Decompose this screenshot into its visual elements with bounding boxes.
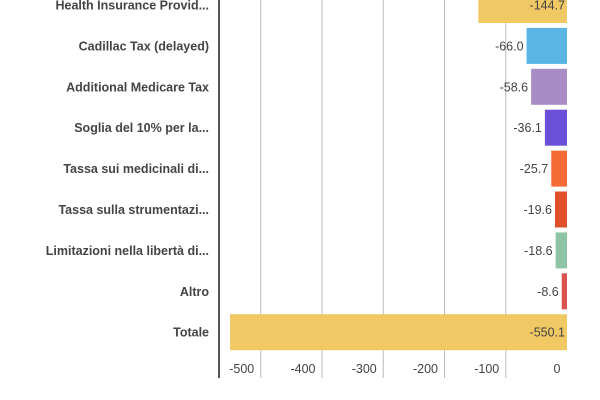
- x-tick-label: -100: [474, 362, 499, 376]
- bar-1: [526, 27, 567, 64]
- category-label: Health Insurance Provid...: [55, 0, 209, 13]
- value-label: -25.7: [520, 162, 549, 176]
- category-label: Soglia del 10% per la...: [74, 121, 209, 135]
- x-tick-label: -400: [290, 362, 315, 376]
- bar-3: [544, 109, 567, 146]
- bar-2: [531, 68, 567, 105]
- category-label: Totale: [173, 326, 209, 340]
- x-tick-label: 0: [554, 362, 561, 376]
- x-tick-label: -500: [229, 362, 254, 376]
- x-tick-label: -200: [413, 362, 438, 376]
- x-tick-label: -300: [352, 362, 377, 376]
- bar-6: [555, 232, 567, 269]
- category-label: Tassa sui medicinali di...: [63, 162, 209, 176]
- bar-4: [551, 150, 567, 187]
- category-label: Additional Medicare Tax: [66, 80, 209, 94]
- value-label: -66.0: [495, 39, 524, 53]
- bar-0: [478, 0, 567, 23]
- bar-7: [561, 273, 567, 310]
- value-label: -8.6: [537, 285, 559, 299]
- value-label: -19.6: [523, 203, 552, 217]
- value-label: -550.1: [530, 326, 565, 340]
- value-label: -18.6: [524, 244, 553, 258]
- category-label: Cadillac Tax (delayed): [79, 39, 209, 53]
- category-label: Altro: [180, 285, 210, 299]
- category-label: Tassa sulla strumentazi...: [58, 203, 209, 217]
- value-label: -36.1: [513, 121, 542, 135]
- bar-5: [554, 191, 567, 228]
- value-label: -58.6: [500, 80, 529, 94]
- category-label: Limitazioni nella libertà di...: [46, 244, 209, 258]
- bar-8: [230, 314, 567, 351]
- value-label: -144.7: [530, 0, 565, 13]
